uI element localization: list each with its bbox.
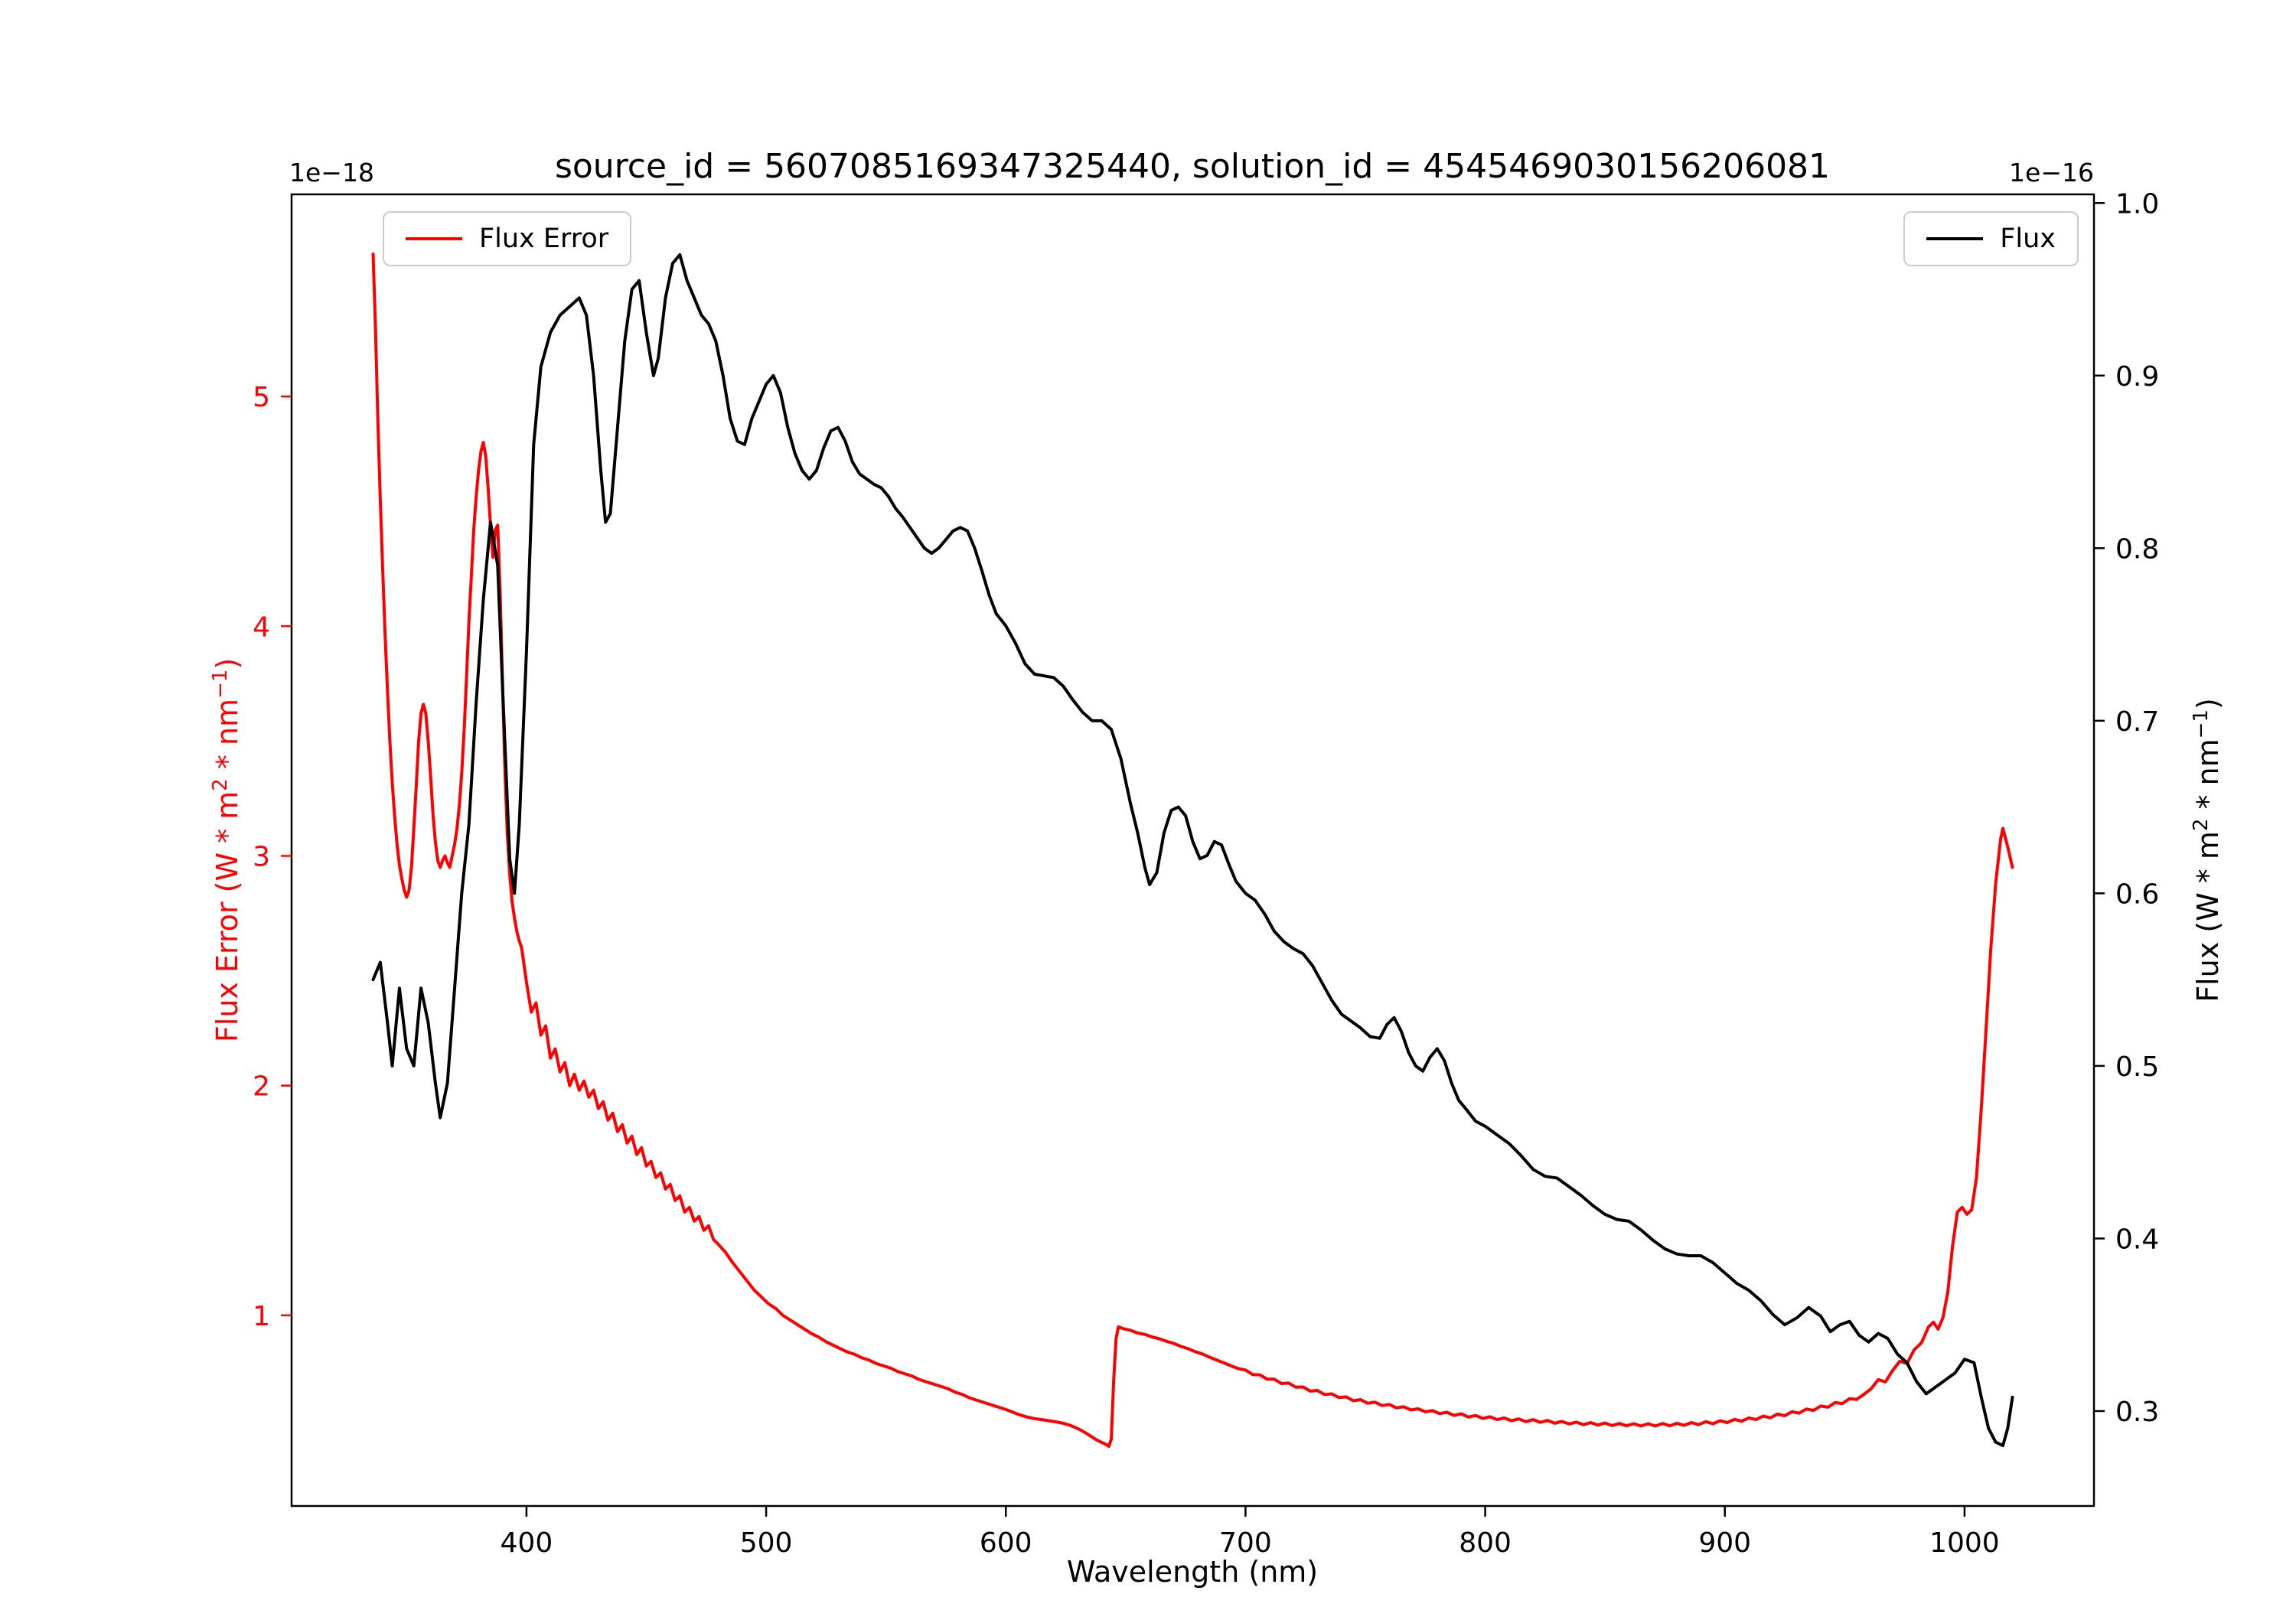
left-y-label-base2: * nm [210,699,244,779]
left-axis-scale-offset: 1e−18 [289,158,374,187]
right-y-label-base1: Flux (W * m [2190,831,2225,1002]
left-y-tick-label: 5 [253,382,270,413]
plot-title: source_id = 5607085169347325440, solutio… [554,147,1831,186]
left-y-tick-label: 4 [253,611,270,643]
right-y-tick-label: 0.3 [2115,1397,2159,1428]
legend-flux: Flux [1903,211,2079,266]
left-y-tick-label: 3 [253,842,270,873]
legend-flux-error-label: Flux Error [479,223,609,254]
right-y-axis-label: Flux (W * m2 * nm−1) [2190,698,2225,1002]
right-y-tick-label: 0.4 [2115,1224,2159,1255]
right-y-tick-label: 0.8 [2115,533,2159,565]
x-tick-label: 900 [1698,1527,1751,1559]
left-y-tick-label: 2 [253,1071,270,1103]
flux-error-series-line [371,253,2014,1448]
right-y-tick-label: 0.6 [2115,878,2159,910]
x-axis-label: Wavelength (nm) [1066,1555,1319,1589]
right-y-label-base2: * nm [2190,738,2225,819]
flux-line-sample [1926,237,1984,240]
right-y-tick-label: 0.7 [2115,706,2159,738]
right-y-tick-label: 0.5 [2115,1051,2159,1083]
legend-flux-label: Flux [2000,223,2056,254]
x-tick-label: 700 [1219,1527,1272,1559]
flux-series-line [371,253,2014,1448]
x-tick-label: 400 [501,1527,553,1559]
left-y-label-sup2: −1 [209,669,233,699]
x-tick-label: 600 [980,1527,1032,1559]
x-tick-label: 500 [740,1527,793,1559]
right-y-label-sup2: −1 [2190,709,2213,739]
right-y-tick-label: 1.0 [2115,188,2159,220]
left-y-label-base3: ) [210,657,244,670]
right-axis-scale-offset: 1e−16 [2009,158,2094,187]
right-y-tick-label: 0.9 [2115,361,2159,393]
plot-border [290,193,2095,1508]
left-y-label-base1: Flux Error (W * m [210,790,244,1043]
x-tick-label: 1000 [1929,1527,2000,1559]
legend-flux-error: Flux Error [383,211,632,266]
left-y-axis-label: Flux Error (W * m2 * nm−1) [209,658,244,1042]
right-y-label-sup1: 2 [2190,818,2213,832]
right-y-label-base3: ) [2190,698,2225,710]
left-y-label-sup1: 2 [209,778,233,791]
flux-error-line-sample [406,237,462,240]
left-y-tick-label: 1 [253,1301,270,1332]
x-tick-label: 800 [1459,1527,1512,1559]
